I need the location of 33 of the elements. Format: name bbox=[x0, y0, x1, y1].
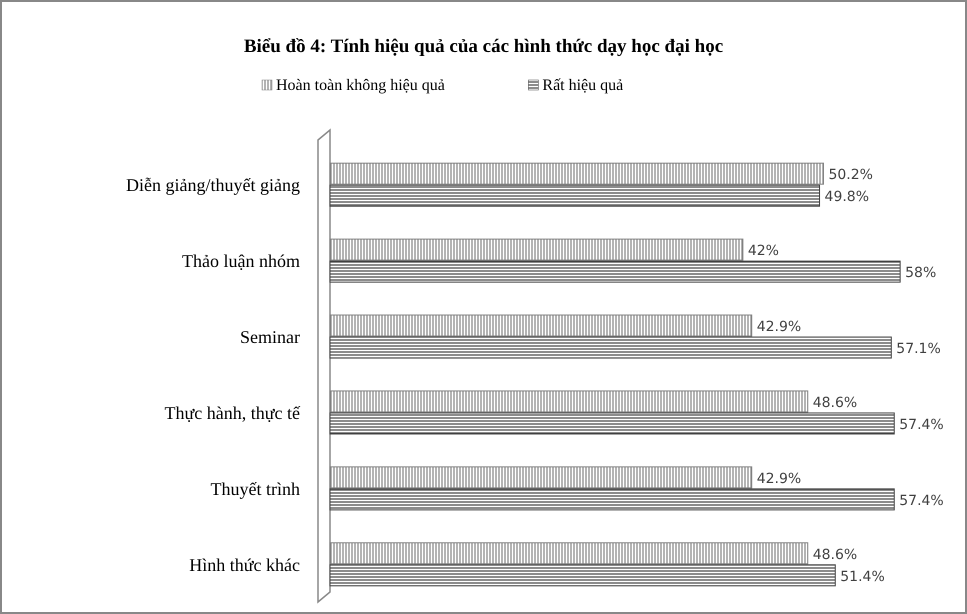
bar bbox=[330, 542, 808, 564]
bar bbox=[330, 260, 901, 283]
data-label: 42% bbox=[748, 243, 779, 260]
data-label: 50.2% bbox=[828, 167, 873, 184]
bar bbox=[330, 564, 836, 586]
data-label: 58% bbox=[905, 265, 936, 282]
data-label: 57.1% bbox=[896, 341, 941, 358]
bar bbox=[330, 412, 895, 434]
y-tick-label: Diễn giảng/thuyết giảng bbox=[126, 175, 300, 196]
chart-title: Biểu đồ 4: Tính hiệu quả của các hình thức dạy học đại học bbox=[244, 36, 724, 57]
data-label: 48.6% bbox=[812, 394, 858, 411]
legend-label: Hoàn toàn không hiệu quả bbox=[276, 77, 445, 94]
bar bbox=[330, 184, 820, 207]
data-label: 48.6% bbox=[812, 546, 858, 563]
bar bbox=[330, 336, 892, 359]
data-label: 42.9% bbox=[756, 319, 802, 336]
y-tick-label: Thực hành, thực tế bbox=[164, 402, 302, 423]
y-tick-label: Hình thức khác bbox=[189, 554, 300, 575]
data-label: 57.4% bbox=[899, 416, 944, 433]
bar bbox=[330, 238, 744, 261]
y-tick-label: Thảo luận nhóm bbox=[182, 251, 300, 272]
bar bbox=[330, 466, 752, 488]
y-tick-label: Thuyết trình bbox=[210, 478, 300, 499]
bar bbox=[330, 314, 752, 337]
y-tick-label: Seminar bbox=[240, 327, 300, 348]
bar bbox=[330, 162, 824, 185]
bar bbox=[330, 390, 808, 412]
bar bbox=[330, 488, 895, 510]
data-label: 57.4% bbox=[899, 492, 944, 509]
legend-label: Rất hiệu quả bbox=[542, 77, 624, 94]
data-label: 49.8% bbox=[824, 189, 870, 206]
data-label: 42.9% bbox=[756, 470, 802, 487]
data-label: 51.4% bbox=[840, 568, 885, 585]
